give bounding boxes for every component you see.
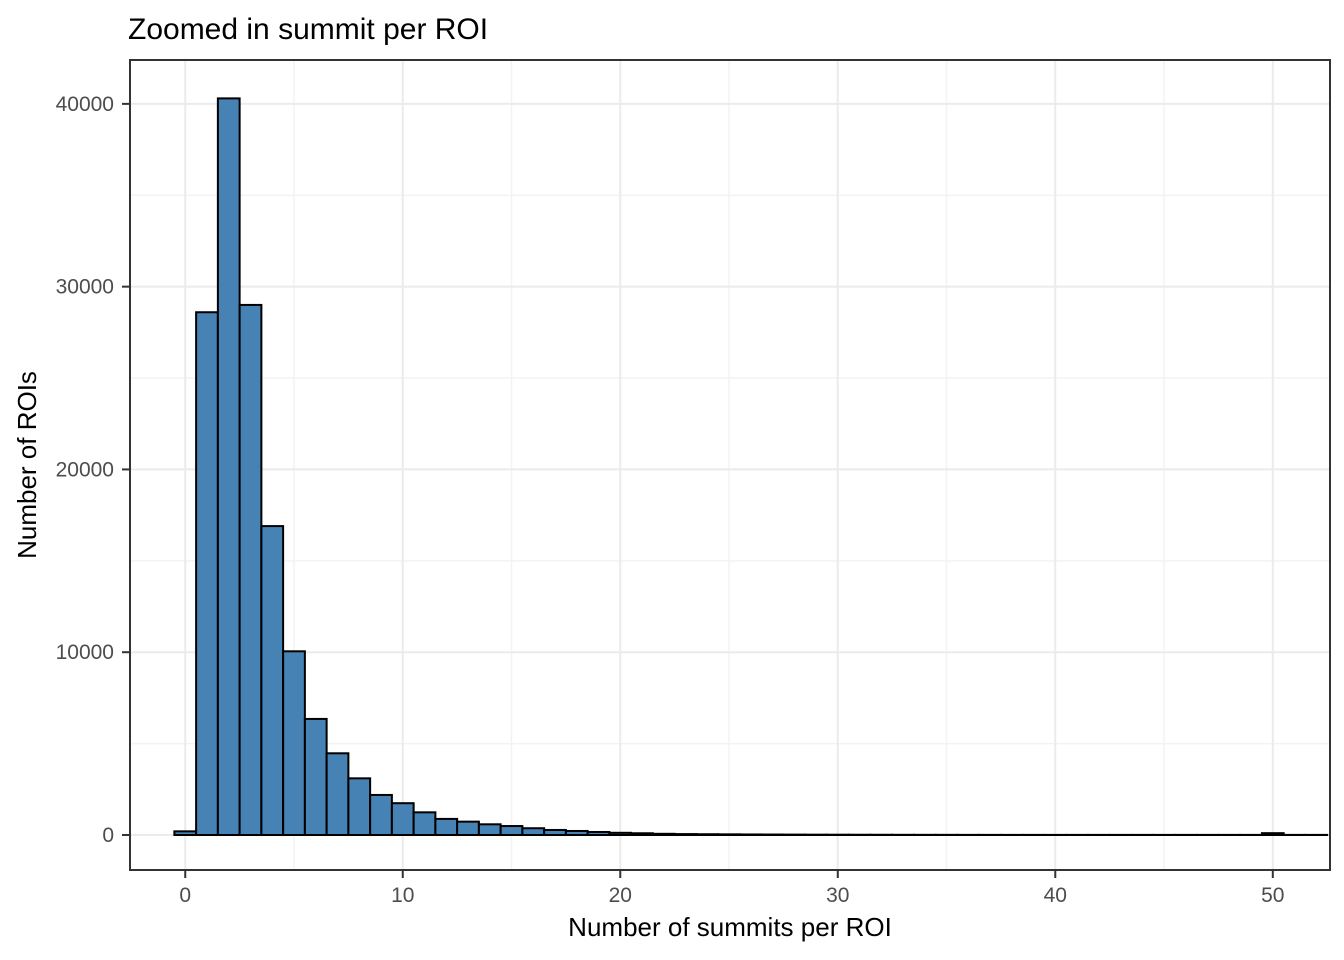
axis-tick-labels: 0 10 20 30 40 50 0 10000 20000 30000 40000 [56, 93, 1285, 907]
histogram-bar [499, 825, 524, 836]
histogram-bars [173, 97, 1329, 836]
y-tick-label: 10000 [56, 641, 114, 664]
histogram-bar [521, 827, 546, 836]
x-tick-label: 30 [826, 884, 849, 907]
histogram-bar [738, 833, 763, 836]
x-tick-label: 0 [179, 884, 191, 907]
x-tick-label: 50 [1261, 884, 1284, 907]
y-tick-label: 30000 [56, 276, 114, 299]
histogram-bar [369, 793, 393, 836]
histogram-bar [543, 828, 567, 836]
histogram-bar [456, 820, 480, 836]
histogram-bar [673, 833, 698, 836]
y-tick-label: 40000 [56, 93, 114, 116]
histogram-bar [695, 833, 720, 836]
x-tick-label: 10 [391, 884, 414, 907]
x-tick-label: 20 [609, 884, 632, 907]
histogram-bar [564, 829, 589, 836]
panel-border [129, 59, 1331, 871]
y-tick-label: 20000 [56, 458, 114, 481]
histogram-bar [195, 311, 219, 836]
histogram-bar [434, 817, 459, 836]
histogram-bar [608, 831, 633, 836]
histogram-bar [477, 823, 502, 836]
histogram-bar [325, 752, 350, 836]
histogram-bar [282, 650, 306, 836]
histogram-bar [260, 525, 285, 836]
histogram-bar [390, 802, 415, 836]
axis-tick-marks [122, 102, 1274, 878]
y-axis-title: Number of ROIs [12, 371, 42, 559]
x-axis-title: Number of summits per ROI [568, 912, 892, 942]
histogram-bar [717, 833, 741, 836]
histogram-bar [1260, 832, 1285, 836]
histogram-bar [238, 303, 263, 836]
x-tick-label: 40 [1044, 884, 1067, 907]
y-tick-label: 0 [102, 824, 114, 847]
panel-border-rect [129, 59, 1331, 871]
histogram-bar [586, 830, 611, 836]
gridlines-major [130, 60, 1330, 870]
histogram-bar [216, 97, 241, 836]
histogram-bar [412, 811, 437, 836]
histogram-bar [173, 830, 198, 836]
gridlines-minor [130, 60, 1330, 870]
histogram-bar [630, 832, 654, 836]
histogram-bar [303, 717, 328, 836]
histogram-bar [347, 777, 372, 836]
plot-title: Zoomed in summit per ROI [128, 13, 488, 46]
histogram-bar [651, 832, 676, 836]
